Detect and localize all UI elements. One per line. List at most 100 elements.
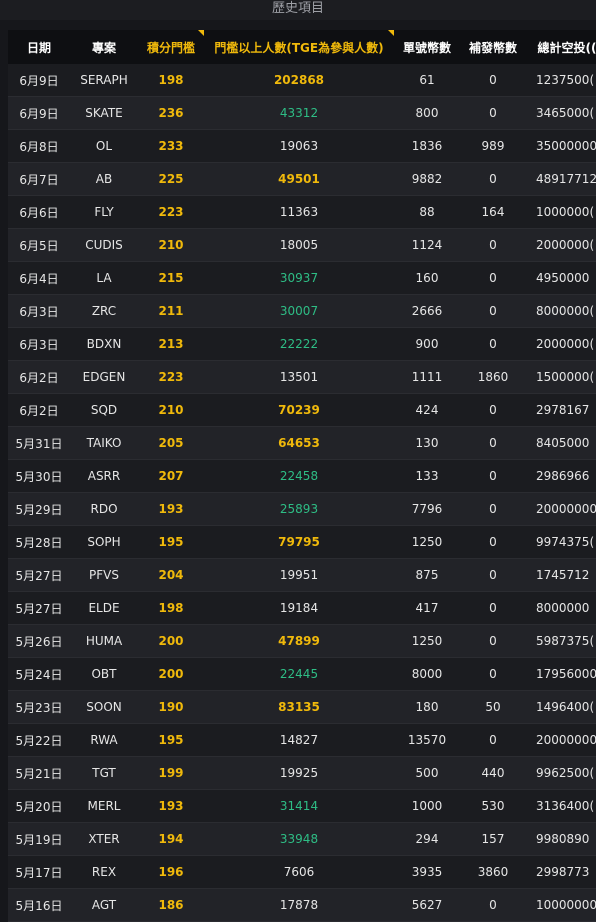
history-table-container: 日期 專案 積分門檻 門檻以上人數(TGE為參與人數) 單號幣數 補發幣數 總計… [8, 30, 596, 922]
header-extra[interactable]: 補發幣數 [460, 30, 526, 64]
cell-threshold: 233 [138, 129, 204, 163]
cell-project: RDO [70, 492, 138, 526]
cell-per-account: 130 [394, 426, 460, 460]
cell-total: 20000000 [526, 723, 596, 757]
cell-date: 5月22日 [8, 723, 70, 757]
cell-threshold: 198 [138, 64, 204, 97]
cell-threshold: 186 [138, 888, 204, 922]
cell-project: REX [70, 855, 138, 889]
cell-extra: 1860 [460, 360, 526, 394]
cell-count: 22445 [204, 657, 394, 691]
cell-threshold: 210 [138, 228, 204, 262]
header-date[interactable]: 日期 [8, 30, 70, 64]
cell-per-account: 61 [394, 64, 460, 97]
table-row: 6月5日 CUDIS 210 18005 1124 0 2000000( [8, 228, 596, 262]
cell-threshold: 204 [138, 558, 204, 592]
cell-count: 13501 [204, 360, 394, 394]
cell-per-account: 9882 [394, 162, 460, 196]
cell-count: 19063 [204, 129, 394, 163]
cell-date: 5月16日 [8, 888, 70, 922]
cell-total: 4950000 [526, 261, 596, 295]
cell-project: TAIKO [70, 426, 138, 460]
cell-project: ASRR [70, 459, 138, 493]
cell-extra: 0 [460, 228, 526, 262]
cell-per-account: 1250 [394, 624, 460, 658]
cell-threshold: 211 [138, 294, 204, 328]
table-row: 5月21日 TGT 199 19925 500 440 9962500( [8, 756, 596, 790]
table-row: 6月9日 SKATE 236 43312 800 0 3465000( [8, 96, 596, 130]
table-row: 6月2日 EDGEN 223 13501 1111 1860 1500000( [8, 360, 596, 394]
cell-total: 9962500( [526, 756, 596, 790]
cell-threshold: 236 [138, 96, 204, 130]
cell-per-account: 13570 [394, 723, 460, 757]
table-row: 6月2日 SQD 210 70239 424 0 2978167 [8, 393, 596, 427]
cell-date: 6月2日 [8, 360, 70, 394]
cell-extra: 0 [460, 525, 526, 559]
cell-total: 35000000 [526, 129, 596, 163]
cell-total: 1237500( [526, 64, 596, 97]
cell-per-account: 160 [394, 261, 460, 295]
cell-extra: 157 [460, 822, 526, 856]
cell-project: HUMA [70, 624, 138, 658]
cell-per-account: 1111 [394, 360, 460, 394]
cell-threshold: 195 [138, 525, 204, 559]
cell-project: SERAPH [70, 64, 138, 97]
cell-total: 1000000( [526, 195, 596, 229]
cell-threshold: 200 [138, 657, 204, 691]
cell-date: 6月6日 [8, 195, 70, 229]
table-row: 5月31日 TAIKO 205 64653 130 0 8405000 [8, 426, 596, 460]
cell-project: BDXN [70, 327, 138, 361]
cell-project: OL [70, 129, 138, 163]
cell-threshold: 225 [138, 162, 204, 196]
cell-total: 1745712 [526, 558, 596, 592]
cell-date: 5月27日 [8, 558, 70, 592]
cell-count: 43312 [204, 96, 394, 130]
cell-project: SOON [70, 690, 138, 724]
cell-per-account: 8000 [394, 657, 460, 691]
cell-total: 1500000( [526, 360, 596, 394]
cell-count: 30007 [204, 294, 394, 328]
cell-project: OBT [70, 657, 138, 691]
header-threshold[interactable]: 積分門檻 [138, 30, 204, 64]
cell-project: MERL [70, 789, 138, 823]
cell-extra: 164 [460, 195, 526, 229]
cell-total: 9974375( [526, 525, 596, 559]
cell-threshold: 223 [138, 195, 204, 229]
table-header-row: 日期 專案 積分門檻 門檻以上人數(TGE為參與人數) 單號幣數 補發幣數 總計… [8, 30, 596, 64]
cell-project: SKATE [70, 96, 138, 130]
cell-total: 2000000( [526, 228, 596, 262]
table-row: 5月27日 ELDE 198 19184 417 0 8000000 [8, 591, 596, 625]
cell-extra: 530 [460, 789, 526, 823]
cell-total: 3465000( [526, 96, 596, 130]
cell-date: 5月17日 [8, 855, 70, 889]
cell-count: 83135 [204, 690, 394, 724]
cell-date: 5月24日 [8, 657, 70, 691]
cell-per-account: 5627 [394, 888, 460, 922]
header-count[interactable]: 門檻以上人數(TGE為參與人數) [204, 30, 394, 64]
header-project[interactable]: 專案 [70, 30, 138, 64]
cell-count: 14827 [204, 723, 394, 757]
cell-date: 5月23日 [8, 690, 70, 724]
cell-count: 202868 [204, 64, 394, 97]
cell-count: 22222 [204, 327, 394, 361]
header-total[interactable]: 總計空投(( [526, 30, 596, 64]
cell-total: 8405000 [526, 426, 596, 460]
cell-date: 5月31日 [8, 426, 70, 460]
cell-threshold: 215 [138, 261, 204, 295]
cell-count: 33948 [204, 822, 394, 856]
cell-total: 2000000( [526, 327, 596, 361]
cell-extra: 0 [460, 624, 526, 658]
cell-project: PFVS [70, 558, 138, 592]
header-per-account[interactable]: 單號幣數 [394, 30, 460, 64]
cell-per-account: 900 [394, 327, 460, 361]
cell-date: 5月27日 [8, 591, 70, 625]
cell-project: EDGEN [70, 360, 138, 394]
table-body: 6月9日 SERAPH 198 202868 61 0 1237500(6月9日 SKATE 2… [8, 64, 596, 922]
cell-count: 18005 [204, 228, 394, 262]
cell-total: 3136400( [526, 789, 596, 823]
cell-count: 7606 [204, 855, 394, 889]
cell-date: 6月3日 [8, 294, 70, 328]
table-row: 6月9日 SERAPH 198 202868 61 0 1237500( [8, 64, 596, 97]
cell-extra: 50 [460, 690, 526, 724]
cell-project: ZRC [70, 294, 138, 328]
